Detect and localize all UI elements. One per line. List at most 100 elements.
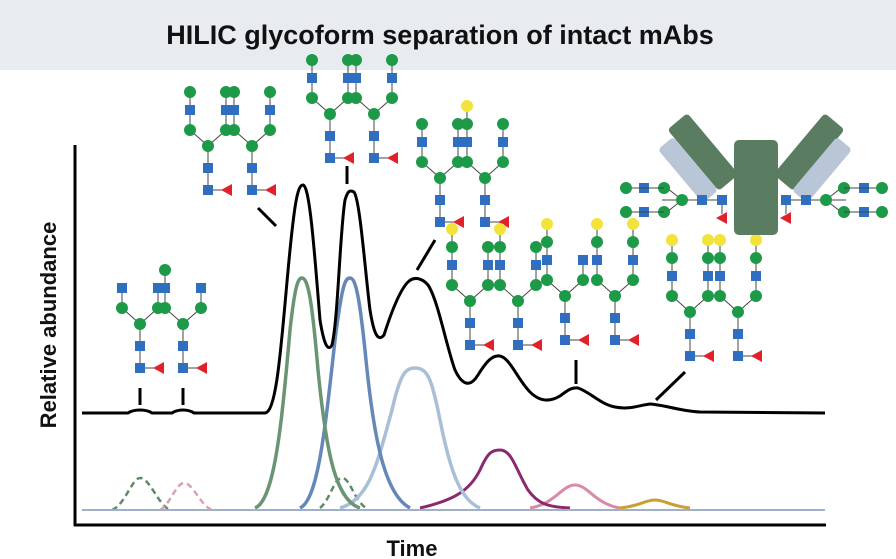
glcnac — [465, 340, 475, 350]
sialic-acid — [541, 218, 553, 230]
hexose — [876, 206, 888, 218]
hexose — [714, 290, 726, 302]
glcnac — [733, 351, 743, 361]
glcnac — [462, 137, 472, 147]
glcnac — [447, 260, 457, 270]
hexose — [591, 274, 603, 286]
hexose — [202, 140, 214, 152]
glcnac — [480, 195, 490, 205]
fucose — [221, 184, 232, 196]
glcnac — [685, 329, 695, 339]
glcnac — [480, 217, 490, 227]
hexose — [134, 318, 146, 330]
trace-pink — [529, 483, 621, 510]
glycan — [159, 264, 207, 374]
hexose — [541, 236, 553, 248]
glcnac — [325, 153, 335, 163]
hexose — [350, 54, 362, 66]
trace-dashed-green — [111, 476, 171, 512]
hexose — [482, 241, 494, 253]
hexose — [452, 118, 464, 130]
glycan — [666, 234, 714, 362]
sialic-acid — [446, 223, 458, 235]
hexose — [497, 156, 509, 168]
hexose — [684, 306, 696, 318]
glcnac — [435, 217, 445, 227]
hexose — [494, 279, 506, 291]
hexose — [416, 156, 428, 168]
hexose — [446, 241, 458, 253]
title: HILIC glycoform separation of intact mAb… — [166, 20, 714, 50]
hexose — [732, 306, 744, 318]
glcnac — [610, 335, 620, 345]
glcnac — [531, 260, 541, 270]
hexose — [386, 54, 398, 66]
glycan — [228, 86, 276, 196]
fucose — [265, 184, 276, 196]
hexose — [530, 279, 542, 291]
glcnac — [715, 271, 725, 281]
pointer — [256, 206, 278, 228]
trace-total — [82, 183, 826, 415]
hexose — [228, 86, 240, 98]
glcnac — [325, 131, 335, 141]
hexose — [559, 290, 571, 302]
hexose — [368, 108, 380, 120]
hexose — [416, 118, 428, 130]
glycan — [416, 118, 464, 228]
glycan — [494, 223, 542, 351]
hexose — [577, 274, 589, 286]
glcnac — [178, 341, 188, 351]
glcnac — [185, 105, 195, 115]
glcnac — [513, 340, 523, 350]
light-chain — [793, 138, 851, 202]
glcnac — [685, 351, 695, 361]
glcnac — [751, 271, 761, 281]
sialic-acid — [714, 234, 726, 246]
glcnac — [498, 137, 508, 147]
sialic-acid — [666, 234, 678, 246]
hexose — [620, 182, 632, 194]
glycan — [116, 283, 164, 374]
sialic-acid — [494, 223, 506, 235]
fucose — [498, 216, 509, 228]
glcnac — [435, 195, 445, 205]
glcnac — [801, 195, 811, 205]
glcnac — [203, 185, 213, 195]
fucose — [343, 152, 354, 164]
glcnac — [560, 313, 570, 323]
light-chain — [659, 138, 717, 202]
glcnac — [178, 363, 188, 373]
fucose — [751, 350, 762, 362]
hexose — [714, 252, 726, 264]
glcnac — [203, 163, 213, 173]
hexose — [666, 290, 678, 302]
hexose — [591, 236, 603, 248]
glcnac — [513, 318, 523, 328]
hexose — [497, 118, 509, 130]
trace-purple — [419, 448, 571, 510]
glcnac — [495, 260, 505, 270]
heavy-arm — [668, 114, 738, 190]
glycan — [446, 223, 494, 351]
glcnac — [265, 105, 275, 115]
trace-gold — [619, 498, 691, 510]
sialic-acid — [702, 234, 714, 246]
traces — [82, 183, 826, 512]
glcnac — [153, 283, 163, 293]
sialic-acid — [627, 218, 639, 230]
hexose — [386, 92, 398, 104]
pointer-lines — [138, 166, 687, 405]
hexose — [479, 172, 491, 184]
y-axis-label: Relative abundance — [36, 222, 61, 429]
trace-light-blue — [339, 366, 481, 510]
hexose — [530, 241, 542, 253]
pointer — [415, 239, 437, 271]
glcnac — [610, 313, 620, 323]
hexose — [306, 54, 318, 66]
glcnac — [483, 260, 493, 270]
hexose — [482, 279, 494, 291]
glcnac — [247, 163, 257, 173]
hexose — [464, 295, 476, 307]
